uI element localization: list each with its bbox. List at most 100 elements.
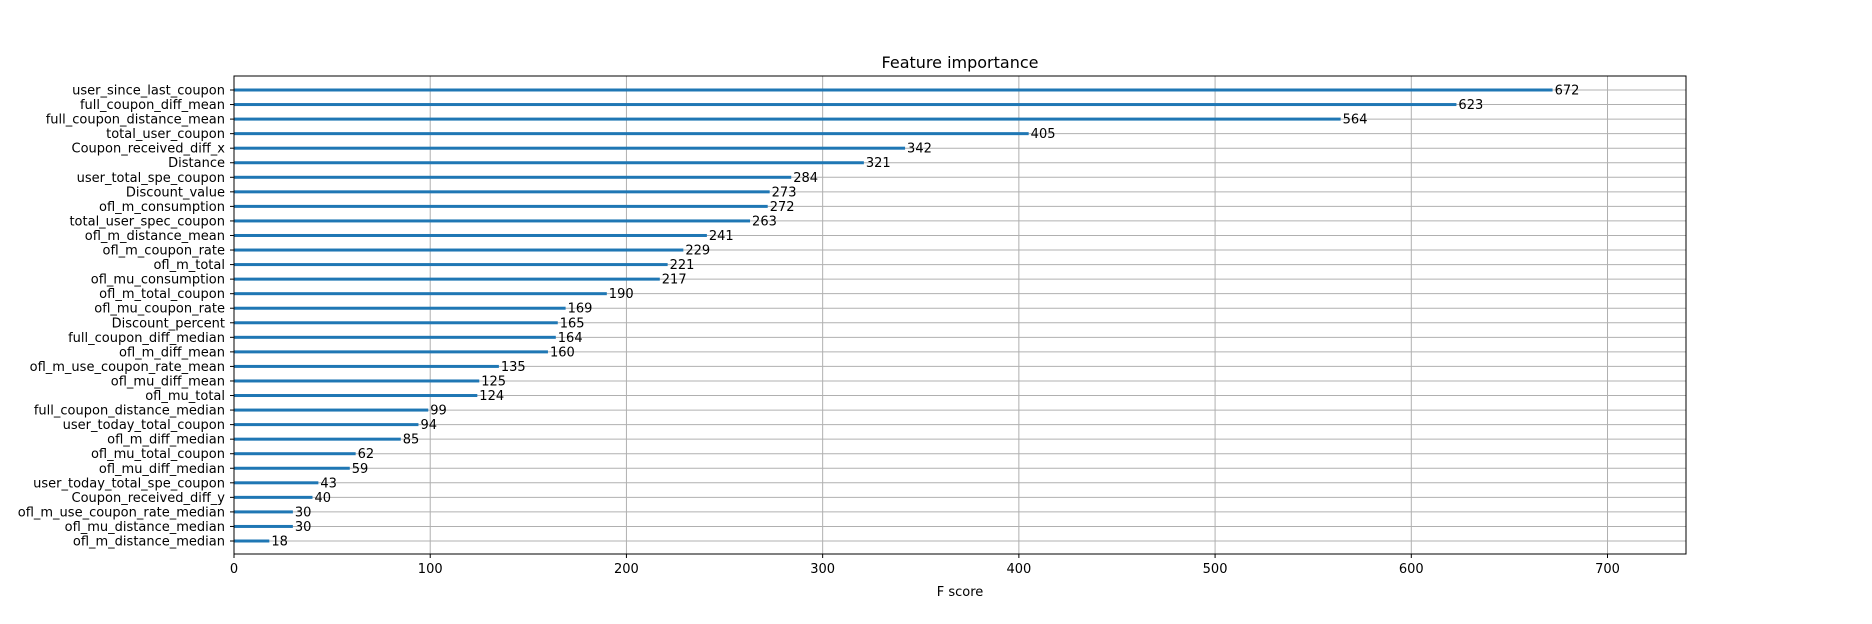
value-label: 165 bbox=[560, 316, 585, 331]
y-tick-label: ofl_m_diff_mean bbox=[119, 345, 225, 360]
bar bbox=[234, 539, 270, 543]
bar bbox=[234, 394, 478, 398]
value-label: 30 bbox=[295, 505, 312, 520]
bar bbox=[234, 321, 558, 325]
value-label: 190 bbox=[609, 287, 634, 302]
value-label: 135 bbox=[501, 360, 526, 375]
bar bbox=[234, 117, 1341, 121]
value-label: 59 bbox=[352, 462, 369, 477]
y-tick-label: full_coupon_distance_mean bbox=[46, 113, 225, 128]
value-label: 30 bbox=[295, 520, 312, 535]
bars bbox=[234, 88, 1553, 543]
bar bbox=[234, 277, 660, 281]
y-tick-label: full_coupon_diff_mean bbox=[80, 98, 225, 113]
value-label: 623 bbox=[1458, 98, 1483, 113]
x-tick-label: 500 bbox=[1203, 562, 1228, 577]
value-label: 273 bbox=[772, 185, 797, 200]
y-tick-label: user_total_spe_coupon bbox=[77, 171, 225, 186]
y-tick-label: ofl_m_total bbox=[153, 258, 225, 273]
bar bbox=[234, 233, 707, 237]
value-label: 169 bbox=[568, 302, 593, 317]
bar bbox=[234, 190, 770, 194]
value-label: 99 bbox=[430, 404, 447, 419]
bar bbox=[234, 292, 607, 296]
y-tick-label: ofl_mu_distance_median bbox=[65, 520, 225, 535]
y-tick-label: full_coupon_diff_median bbox=[68, 331, 225, 346]
bar bbox=[234, 175, 792, 179]
y-tick-label: user_today_total_coupon bbox=[63, 418, 225, 433]
y-tick-labels: user_since_last_couponfull_coupon_diff_m… bbox=[18, 84, 234, 550]
y-tick-label: ofl_mu_diff_mean bbox=[111, 374, 225, 389]
x-ticks: 0 100 200 300 400 500 600 700 bbox=[230, 554, 1620, 577]
bar bbox=[234, 161, 864, 165]
value-label: 94 bbox=[420, 418, 437, 433]
bar bbox=[234, 481, 319, 485]
y-tick-label: user_since_last_coupon bbox=[72, 84, 225, 99]
x-tick-label: 0 bbox=[230, 562, 238, 577]
bar bbox=[234, 495, 313, 499]
plot-frame bbox=[233, 75, 1687, 555]
y-tick-label: ofl_m_total_coupon bbox=[99, 287, 225, 302]
value-label: 43 bbox=[320, 476, 337, 491]
bar bbox=[234, 103, 1457, 107]
value-label: 62 bbox=[358, 447, 375, 462]
value-label: 672 bbox=[1555, 84, 1580, 99]
value-label: 321 bbox=[866, 156, 891, 171]
value-label: 241 bbox=[709, 229, 734, 244]
value-label: 40 bbox=[314, 491, 331, 506]
x-tick-label: 300 bbox=[810, 562, 835, 577]
value-label: 217 bbox=[662, 273, 687, 288]
x-axis-label: F score bbox=[937, 585, 984, 600]
bar bbox=[234, 132, 1029, 136]
value-label: 164 bbox=[558, 331, 583, 346]
x-tick-label: 700 bbox=[1595, 562, 1620, 577]
y-tick-label: ofl_m_use_coupon_rate_median bbox=[18, 505, 225, 520]
x-tick-label: 200 bbox=[614, 562, 639, 577]
chart-title: Feature importance bbox=[882, 53, 1039, 72]
bar bbox=[234, 204, 768, 208]
bar bbox=[234, 524, 293, 528]
y-tick-label: ofl_m_distance_mean bbox=[85, 229, 225, 244]
y-tick-label: Coupon_received_diff_y bbox=[72, 491, 226, 506]
bar bbox=[234, 452, 356, 456]
bar bbox=[234, 88, 1553, 92]
bar bbox=[234, 146, 906, 150]
bar bbox=[234, 408, 429, 412]
x-tick-label: 400 bbox=[1006, 562, 1031, 577]
y-tick-label: ofl_m_coupon_rate bbox=[103, 244, 226, 259]
y-tick-label: Coupon_received_diff_x bbox=[72, 142, 226, 157]
bar bbox=[234, 423, 419, 427]
bar bbox=[234, 248, 684, 252]
bar bbox=[234, 466, 350, 470]
value-label: 221 bbox=[670, 258, 695, 273]
bar bbox=[234, 437, 401, 441]
y-tick-label: ofl_m_diff_median bbox=[107, 433, 225, 448]
value-label: 342 bbox=[907, 142, 932, 157]
y-tick-label: ofl_mu_total_coupon bbox=[91, 447, 225, 462]
value-label: 263 bbox=[752, 214, 777, 229]
y-tick-label: ofl_mu_diff_median bbox=[99, 462, 225, 477]
x-tick-label: 600 bbox=[1399, 562, 1424, 577]
y-tick-label: total_user_spec_coupon bbox=[69, 214, 225, 229]
y-tick-label: ofl_m_distance_median bbox=[73, 535, 225, 550]
value-label: 18 bbox=[271, 535, 288, 550]
bar bbox=[234, 219, 751, 223]
bar bbox=[234, 306, 566, 310]
y-tick-label: total_user_coupon bbox=[106, 127, 225, 142]
bar bbox=[234, 263, 668, 267]
y-tick-label: ofl_mu_coupon_rate bbox=[94, 302, 225, 317]
bar bbox=[234, 379, 480, 383]
bar bbox=[234, 510, 293, 514]
y-tick-label: Discount_value bbox=[126, 185, 225, 200]
y-tick-label: Discount_percent bbox=[112, 316, 225, 331]
value-label: 272 bbox=[770, 200, 795, 215]
y-tick-label: ofl_mu_consumption bbox=[91, 273, 225, 288]
y-tick-label: full_coupon_distance_median bbox=[34, 404, 225, 419]
value-label: 564 bbox=[1343, 113, 1368, 128]
x-tick-label: 100 bbox=[418, 562, 443, 577]
bar bbox=[234, 350, 548, 354]
y-tick-label: user_today_total_spe_coupon bbox=[33, 476, 225, 491]
value-label: 160 bbox=[550, 345, 575, 360]
